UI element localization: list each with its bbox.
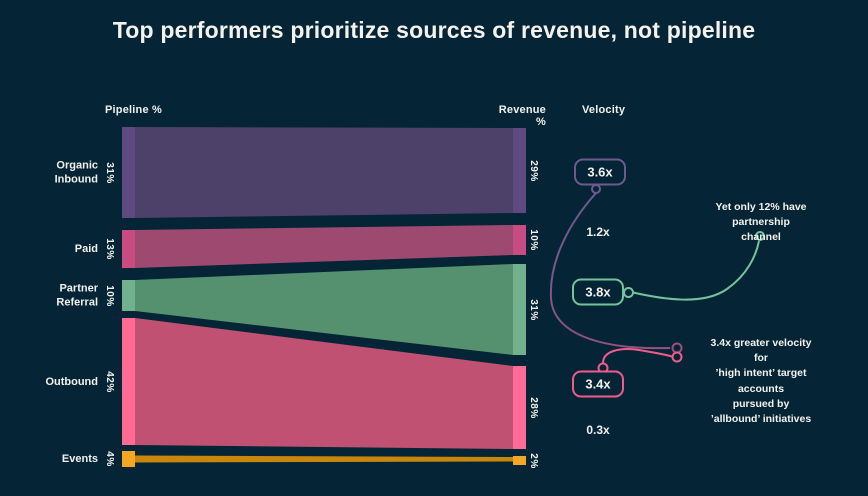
node-revenue-partner-referral — [513, 264, 526, 355]
connector-dot-partner-start — [623, 287, 634, 298]
sankey-nodes — [122, 127, 526, 467]
flow-outbound — [135, 318, 513, 449]
node-pipeline-partner-referral — [122, 280, 135, 311]
annotation-allbound: 3.4x greater velocity for ’high intent’ … — [710, 337, 812, 426]
velocity-column-header: Velocity — [582, 104, 626, 116]
velocity-value-partner-referral: 3.8x — [572, 278, 624, 306]
page-title: Top performers prioritize sources of rev… — [112, 17, 756, 43]
pipeline-pct-events: 4% — [104, 451, 115, 467]
node-revenue-paid — [513, 225, 526, 255]
category-label-paid: Paid — [74, 242, 98, 255]
node-revenue-outbound — [513, 366, 526, 449]
sankey-flows — [135, 127, 513, 463]
connector-dot-outbound-end — [671, 351, 683, 363]
category-label-outbound: Outbound — [45, 375, 98, 388]
flow-events — [135, 455, 513, 463]
flow-organic-inbound — [135, 127, 513, 218]
connector-organic-inbound — [549, 192, 671, 350]
node-revenue-events — [513, 456, 526, 465]
node-revenue-organic-inbound — [513, 128, 526, 213]
velocity-value-outbound: 3.4x — [572, 370, 624, 398]
category-label-partner-referral: Partner Referral — [56, 282, 98, 309]
node-pipeline-outbound — [122, 318, 135, 445]
revenue-pct-outbound: 28% — [528, 396, 539, 419]
velocity-value-organic-inbound: 3.6x — [574, 158, 626, 186]
revenue-pct-partner-referral: 31% — [528, 298, 539, 321]
annotation-connectors — [549, 184, 765, 374]
connector-outbound — [602, 348, 673, 364]
connector-dot-partner-end — [755, 231, 765, 241]
connector-partner-referral — [632, 240, 760, 301]
revenue-pct-events: 2% — [528, 452, 539, 469]
annotation-partnership: Yet only 12% have partnership channel — [715, 201, 807, 244]
pipeline-pct-partner-referral: 10% — [104, 284, 115, 307]
node-pipeline-paid — [122, 230, 135, 268]
connector-dot-organic-end — [671, 342, 683, 354]
velocity-value-events: 0.3x — [586, 423, 610, 437]
node-pipeline-organic-inbound — [122, 127, 135, 218]
node-pipeline-events — [122, 451, 135, 467]
flow-paid — [135, 225, 513, 268]
pipeline-pct-outbound: 42% — [104, 370, 115, 393]
velocity-value-paid: 1.2x — [586, 225, 610, 239]
category-label-events: Events — [61, 452, 98, 465]
pipeline-pct-paid: 13% — [104, 238, 115, 260]
revenue-pct-paid: 10% — [528, 229, 539, 251]
revenue-pct-organic-inbound: 29% — [528, 159, 539, 182]
pipeline-column-header: Pipeline % — [105, 104, 163, 116]
pipeline-pct-organic-inbound: 31% — [104, 161, 115, 184]
category-label-organic-inbound: Organic Inbound — [54, 159, 98, 186]
flow-partner-referral — [135, 264, 513, 355]
revenue-column-header: Revenue % — [498, 104, 546, 128]
connector-dot-organic-start — [591, 184, 601, 194]
